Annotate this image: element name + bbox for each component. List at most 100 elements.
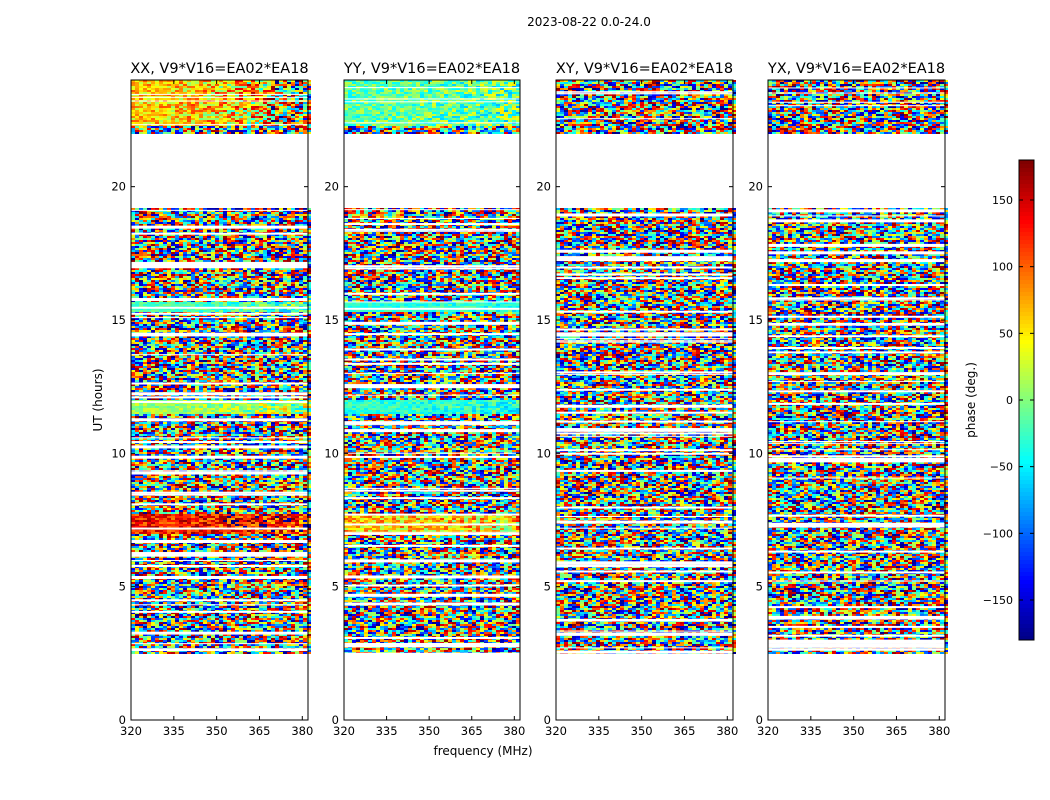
heatmap-cell xyxy=(139,120,143,122)
phase-waterfall-figure: 2023-08-22 0.0-24.0 XX, V9*V16=EA02*EA18… xyxy=(0,0,1050,800)
heatmap-cell xyxy=(303,98,307,100)
heatmap-cell xyxy=(291,114,295,116)
heatmap-cell xyxy=(255,82,259,84)
heatmap-cell xyxy=(179,106,183,108)
heatmap-cell xyxy=(215,88,219,90)
heatmap-cell xyxy=(243,106,247,108)
heatmap-cell xyxy=(207,84,211,86)
heatmap-cell xyxy=(279,114,283,116)
heatmap-cell xyxy=(175,90,179,92)
heatmap-cell xyxy=(291,116,295,118)
heatmap-cell xyxy=(195,110,199,112)
heatmap-cell xyxy=(187,86,191,88)
heatmap-cell xyxy=(247,104,251,106)
heatmap-cell xyxy=(295,82,299,84)
heatmap-cell xyxy=(255,112,259,114)
heatmap-cell xyxy=(171,104,175,106)
heatmap-cell xyxy=(303,118,307,120)
heatmap-cell xyxy=(259,106,263,108)
heatmap-cell xyxy=(263,90,267,92)
heatmap-cell xyxy=(251,104,255,106)
heatmap-cell xyxy=(275,108,279,110)
heatmap-cell xyxy=(131,82,135,84)
heatmap-cell xyxy=(131,86,135,88)
heatmap-cell xyxy=(231,82,235,84)
heatmap-cell xyxy=(291,106,295,108)
heatmap-cell xyxy=(231,98,235,100)
heatmap-cell xyxy=(227,118,231,120)
heatmap-cell xyxy=(195,84,199,86)
heatmap-cell xyxy=(159,116,163,118)
heatmap-cell xyxy=(231,120,235,122)
heatmap-cell xyxy=(207,104,211,106)
heatmap-cell xyxy=(155,88,159,90)
heatmap-cell xyxy=(191,106,195,108)
heatmap-cell xyxy=(135,114,139,116)
heatmap-cell xyxy=(155,82,159,84)
heatmap-cell xyxy=(147,122,151,124)
heatmap-cell xyxy=(167,116,171,118)
heatmap-cell xyxy=(235,82,239,84)
heatmap-cell xyxy=(227,116,231,118)
heatmap-cell xyxy=(171,116,175,118)
heatmap-cell xyxy=(187,84,191,86)
heatmap-cell xyxy=(215,86,219,88)
heatmap-cell xyxy=(267,120,271,122)
heatmap-cell xyxy=(287,114,291,116)
heatmap-cell xyxy=(295,112,299,114)
heatmap-cell xyxy=(267,88,271,90)
heatmap-cell xyxy=(295,114,299,116)
heatmap-cell xyxy=(143,86,147,88)
heatmap-cell xyxy=(151,122,155,124)
heatmap-cell xyxy=(223,84,227,86)
heatmap-cell xyxy=(259,120,263,122)
heatmap-cell xyxy=(227,108,231,110)
heatmap-cell xyxy=(135,102,139,104)
heatmap-cell xyxy=(259,108,263,110)
heatmap-cell xyxy=(283,120,287,122)
heatmap-cell xyxy=(171,90,175,92)
heatmap-cell xyxy=(187,106,191,108)
heatmap-cell xyxy=(259,112,263,114)
heatmap-cell xyxy=(295,90,299,92)
heatmap-cell xyxy=(235,88,239,90)
heatmap-cell xyxy=(191,90,195,92)
heatmap-cell xyxy=(155,84,159,86)
heatmap-cell xyxy=(243,120,247,122)
heatmap-cell xyxy=(291,108,295,110)
heatmap-cell xyxy=(275,92,279,94)
heatmap-cell xyxy=(251,114,255,116)
heatmap-cell xyxy=(131,92,135,94)
heatmap-cell xyxy=(215,92,219,94)
heatmap-cell xyxy=(295,102,299,104)
heatmap-cell xyxy=(151,110,155,112)
heatmap-cell xyxy=(211,106,215,108)
heatmap-cell xyxy=(235,98,239,100)
heatmap-cell xyxy=(243,104,247,106)
heatmap-cell xyxy=(159,82,163,84)
heatmap-cell xyxy=(155,106,159,108)
heatmap-cell xyxy=(287,102,291,104)
heatmap-cell xyxy=(231,92,235,94)
heatmap-cell xyxy=(279,84,283,86)
heatmap-cell xyxy=(215,106,219,108)
heatmap-cell xyxy=(255,84,259,86)
heatmap-cell xyxy=(247,106,251,108)
heatmap-cell xyxy=(295,116,299,118)
heatmap-cell xyxy=(199,92,203,94)
heatmap-cell xyxy=(171,118,175,120)
heatmap-cell xyxy=(139,108,143,110)
heatmap-cell xyxy=(167,118,171,120)
heatmap-cell xyxy=(159,120,163,122)
heatmap-cell xyxy=(199,84,203,86)
heatmap-cell xyxy=(247,116,251,118)
heatmap-cell xyxy=(163,110,167,112)
heatmap-cell xyxy=(235,104,239,106)
heatmap-cell xyxy=(263,112,267,114)
heatmap-cell xyxy=(151,82,155,84)
heatmap-cell xyxy=(179,92,183,94)
heatmap-cell xyxy=(231,116,235,118)
heatmap-cell xyxy=(299,102,303,104)
heatmap-cell xyxy=(151,86,155,88)
heatmap-cell xyxy=(163,88,167,90)
